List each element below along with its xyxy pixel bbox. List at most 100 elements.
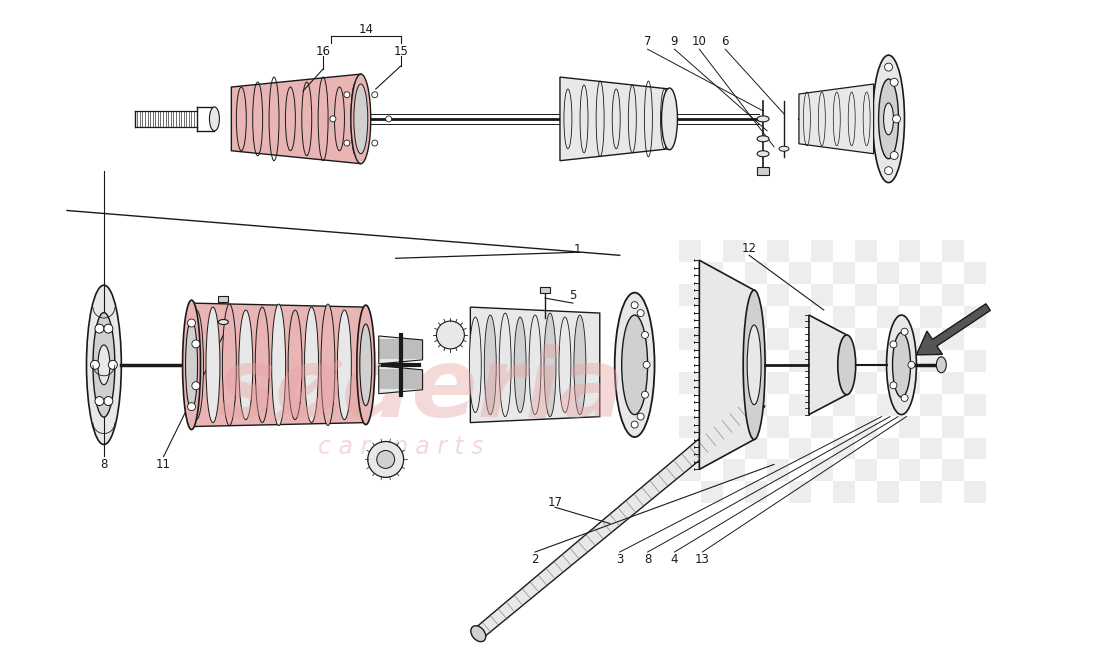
- Ellipse shape: [838, 335, 856, 394]
- Bar: [833, 372, 855, 394]
- Text: 4: 4: [671, 552, 679, 565]
- Ellipse shape: [544, 313, 556, 417]
- Text: 14: 14: [359, 23, 373, 36]
- Bar: [943, 328, 965, 350]
- Bar: [943, 263, 965, 284]
- Circle shape: [890, 78, 899, 86]
- Circle shape: [890, 341, 896, 348]
- Bar: [965, 438, 986, 460]
- Bar: [943, 415, 965, 438]
- Bar: [877, 372, 899, 394]
- Bar: [680, 328, 702, 350]
- Bar: [877, 438, 899, 460]
- Circle shape: [641, 332, 649, 338]
- Bar: [724, 240, 745, 263]
- Ellipse shape: [288, 310, 302, 420]
- Bar: [921, 372, 943, 394]
- Bar: [811, 481, 833, 503]
- Circle shape: [884, 63, 892, 71]
- Bar: [811, 350, 833, 372]
- Ellipse shape: [757, 136, 769, 142]
- Bar: [724, 460, 745, 481]
- Bar: [702, 460, 724, 481]
- Ellipse shape: [470, 317, 482, 413]
- Bar: [811, 263, 833, 284]
- Bar: [899, 328, 921, 350]
- Ellipse shape: [499, 313, 512, 417]
- Ellipse shape: [615, 293, 654, 437]
- Bar: [965, 394, 986, 415]
- Circle shape: [890, 382, 896, 389]
- Text: 1: 1: [574, 243, 582, 256]
- Bar: [702, 263, 724, 284]
- Bar: [833, 394, 855, 415]
- Bar: [921, 240, 943, 263]
- Bar: [943, 350, 965, 372]
- Text: 11: 11: [156, 458, 172, 471]
- Circle shape: [103, 396, 113, 406]
- Bar: [767, 240, 789, 263]
- Ellipse shape: [360, 324, 372, 406]
- Circle shape: [344, 92, 350, 98]
- Bar: [921, 306, 943, 328]
- Bar: [745, 415, 767, 438]
- Bar: [724, 284, 745, 306]
- Polygon shape: [378, 366, 422, 394]
- Polygon shape: [191, 303, 366, 426]
- Bar: [833, 306, 855, 328]
- Ellipse shape: [559, 317, 571, 413]
- Bar: [724, 263, 745, 284]
- Ellipse shape: [484, 315, 496, 415]
- Bar: [811, 284, 833, 306]
- Bar: [540, 287, 550, 293]
- Bar: [745, 438, 767, 460]
- Bar: [921, 481, 943, 503]
- Bar: [943, 481, 965, 503]
- Polygon shape: [231, 74, 361, 164]
- Bar: [680, 438, 702, 460]
- Bar: [899, 394, 921, 415]
- Bar: [921, 394, 943, 415]
- Bar: [833, 438, 855, 460]
- Bar: [965, 263, 986, 284]
- Text: 10: 10: [692, 35, 707, 48]
- Circle shape: [187, 319, 196, 327]
- Text: 12: 12: [741, 242, 757, 255]
- Bar: [855, 394, 877, 415]
- FancyArrow shape: [916, 304, 990, 355]
- Text: c a r   p a r t s: c a r p a r t s: [318, 436, 483, 460]
- Bar: [724, 372, 745, 394]
- Circle shape: [109, 360, 118, 370]
- Bar: [921, 350, 943, 372]
- Bar: [767, 460, 789, 481]
- Polygon shape: [474, 393, 764, 639]
- Bar: [680, 394, 702, 415]
- Bar: [767, 350, 789, 372]
- Bar: [855, 284, 877, 306]
- Bar: [767, 328, 789, 350]
- Bar: [724, 306, 745, 328]
- Bar: [965, 328, 986, 350]
- Circle shape: [372, 92, 377, 98]
- Bar: [921, 438, 943, 460]
- Circle shape: [386, 116, 392, 122]
- Bar: [811, 394, 833, 415]
- Bar: [921, 460, 943, 481]
- Bar: [921, 328, 943, 350]
- Bar: [702, 306, 724, 328]
- Bar: [899, 306, 921, 328]
- Ellipse shape: [574, 315, 586, 415]
- Bar: [680, 284, 702, 306]
- Circle shape: [890, 151, 899, 159]
- Bar: [745, 394, 767, 415]
- Bar: [745, 481, 767, 503]
- Ellipse shape: [757, 151, 769, 157]
- Ellipse shape: [351, 74, 371, 164]
- Circle shape: [103, 324, 113, 333]
- Bar: [833, 460, 855, 481]
- Circle shape: [644, 361, 650, 368]
- Bar: [789, 438, 811, 460]
- Bar: [811, 460, 833, 481]
- Ellipse shape: [87, 285, 121, 445]
- Bar: [702, 415, 724, 438]
